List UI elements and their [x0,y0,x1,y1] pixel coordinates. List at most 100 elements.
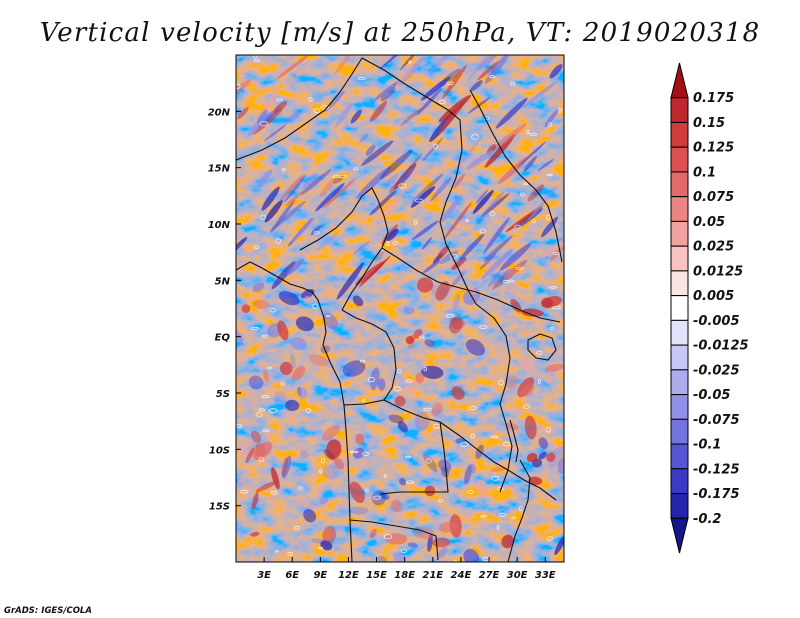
contour-speckle [280,381,285,386]
field-cell [365,144,376,156]
contour-speckle [419,335,425,339]
contour-speckle [287,551,294,556]
field-cell [245,447,255,464]
contour-speckle [353,167,359,171]
colorbar-label: 0.15 [693,116,725,131]
field-cell [540,297,554,309]
field-cell [545,363,564,372]
field-cell [384,533,408,545]
field-cell [279,174,304,202]
contour-speckle [518,505,523,511]
field-cell [487,270,501,288]
colorbar-swatch [670,394,689,420]
field-cell [393,552,406,562]
field-cell [241,304,251,314]
border-zambia [439,421,557,501]
contour-speckle [480,515,487,518]
field-cell [308,354,329,367]
field-cell [350,109,362,124]
contour-speckle [276,98,283,102]
field-cell [399,477,407,486]
field-cell [298,387,308,399]
contour-speckle [313,108,320,113]
colorbar-swatch [670,468,689,495]
field-cell [285,399,300,412]
field-cell [326,439,342,460]
field-cell [252,441,273,460]
field-cell [285,190,304,207]
field-cell [388,181,400,194]
colorbar-label: -0.005 [693,314,740,329]
field-cell [236,477,253,488]
contour-speckle [496,525,500,530]
x-tick-label: 6E [285,570,299,581]
field-cell [389,291,396,304]
plot-frame [235,54,565,563]
field-cell [453,173,465,189]
field-cell [483,217,510,254]
contour-speckle [405,379,413,383]
field-cell [548,446,564,468]
colorbar-label: -0.075 [693,413,740,428]
field-cell [420,76,451,101]
field-cell [353,447,365,459]
field-cell [355,433,365,445]
colorbar-swatch [670,344,689,371]
field-cell [438,68,461,88]
contour-speckle [320,458,325,464]
field-cell [397,421,408,433]
contour-speckle [550,326,555,331]
field-cell [451,386,465,400]
field-cell [439,250,459,265]
contour-speckle [423,407,432,411]
colorbar-swatch [670,270,689,297]
contour-speckle [312,303,319,309]
field-cell [477,60,500,81]
field-cell [373,79,401,102]
colorbar-swatch [670,97,689,123]
field-cell [303,509,317,523]
colorbar-label: -0.125 [693,462,740,477]
border-nigeria [299,187,389,311]
field-cell [390,499,403,513]
field-cell [520,308,544,317]
contour-speckle [359,359,366,363]
contour-speckle [253,59,261,63]
field-cell [549,246,564,261]
contour-speckle [490,435,499,439]
contour-speckle [258,408,265,412]
field-cell [388,414,404,424]
field-cell [438,182,448,192]
lake-victoria [527,333,557,361]
y-tick-label: 5N [215,276,231,287]
contour-speckle [515,266,523,270]
field-cell [538,451,547,460]
field-cell [257,499,264,504]
field-cell [342,360,366,377]
border-angola [343,399,449,495]
field-cell [277,320,289,341]
field-cell [283,174,307,203]
field-cell [451,318,465,330]
field-cell [237,106,249,120]
field-cell [349,481,365,504]
field-cell [544,109,559,128]
field-cell [431,402,443,417]
field-cell [281,456,289,477]
contour-speckle [400,548,407,554]
contour-speckle [510,81,516,86]
field-cell [476,55,498,71]
colorbar-label: 0.025 [693,240,734,255]
field-cell [410,173,444,204]
contour-speckle [423,367,427,372]
field-cell [262,369,270,383]
field-cell [302,173,318,190]
field-cell [475,479,489,498]
contour-speckle [507,279,515,283]
field-cell [250,430,262,443]
contour-speckle [471,134,480,140]
field-cell [252,299,270,309]
field-cell [394,395,406,407]
contour-speckle [546,214,551,220]
field-cell [439,195,463,224]
